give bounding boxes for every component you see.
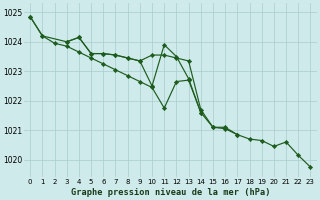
X-axis label: Graphe pression niveau de la mer (hPa): Graphe pression niveau de la mer (hPa) <box>71 188 270 197</box>
